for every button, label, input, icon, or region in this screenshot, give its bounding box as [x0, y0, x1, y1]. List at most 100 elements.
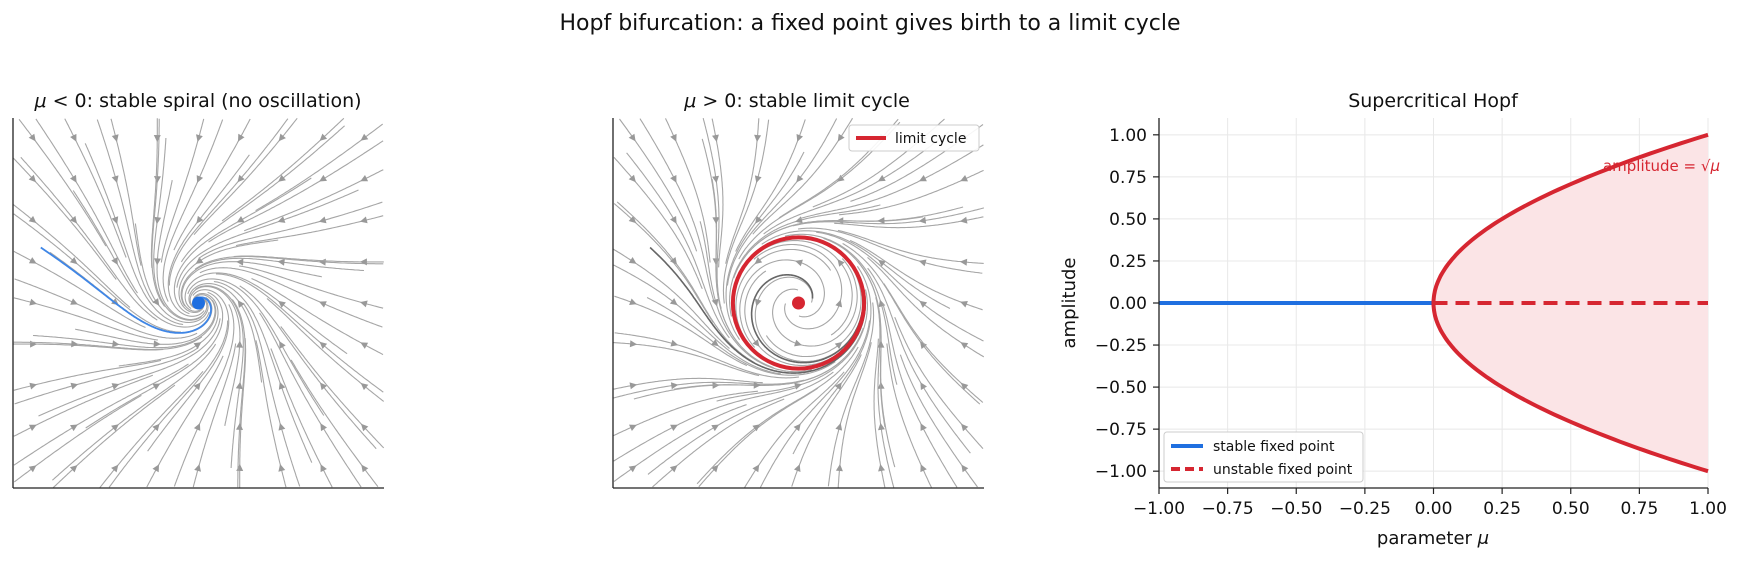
- panel-left: μ < 0: stable spiral (no oscillation): [12, 90, 385, 489]
- middle-stream-arrow: [711, 298, 719, 307]
- y-tick-label: 0.75: [1109, 168, 1147, 188]
- left-stream-arrow: [278, 300, 286, 308]
- y-tick-label: −0.50: [1095, 378, 1147, 398]
- y-tick-label: 0.25: [1109, 252, 1147, 272]
- left-streamline: [52, 384, 176, 489]
- middle-stream-arrow: [670, 175, 677, 183]
- left-stream-arrow: [153, 135, 161, 143]
- left-stream-arrow: [193, 423, 201, 431]
- middle-streamline: [761, 230, 951, 309]
- left-stream-arrow: [28, 215, 37, 223]
- left-stream-arrow: [360, 216, 368, 224]
- middle-streamline: [613, 390, 758, 437]
- middle-stream-arrow: [629, 382, 638, 390]
- middle-stream-arrow: [712, 217, 720, 225]
- left-streamline: [14, 347, 199, 405]
- left-streamline: [198, 201, 383, 259]
- middle-stream-arrow: [628, 215, 637, 224]
- legend-label-limit-cycle: limit cycle: [895, 131, 966, 147]
- figure-suptitle: Hopf bifurcation: a fixed point gives bi…: [560, 11, 1181, 36]
- middle-stream-arrow: [960, 175, 968, 182]
- left-streamline: [242, 302, 301, 487]
- left-streamline: [13, 343, 164, 351]
- left-streamline: [199, 267, 383, 328]
- middle-streamline: [842, 243, 981, 405]
- left-stream-arrow: [278, 174, 286, 182]
- left-stream-arrow: [236, 216, 245, 223]
- left-stream-arrow: [28, 133, 36, 142]
- middle-streamline: [613, 157, 703, 290]
- panel-right: Supercritical Hopf −1.00 −0.75 −0.50 −0.25 0…: [1059, 90, 1727, 549]
- left-stream-arrow: [237, 300, 245, 308]
- middle-stream-arrow: [711, 339, 719, 347]
- middle-streamline: [875, 297, 895, 489]
- middle-streamline: [674, 327, 864, 390]
- middle-stream-arrow: [918, 216, 927, 224]
- middle-streamline: [722, 119, 770, 304]
- middle-streamline: [646, 297, 836, 376]
- middle-stream-arrow: [878, 299, 886, 308]
- y-tick-label: −0.75: [1095, 420, 1147, 440]
- left-streamline: [208, 140, 384, 243]
- left-streamline: [147, 289, 230, 452]
- amplitude-lower-branch: [1431, 303, 1709, 474]
- middle-stream-arrow: [711, 424, 720, 432]
- middle-streamline: [827, 302, 875, 487]
- left-streamline: [13, 336, 203, 351]
- middle-stream-arrow: [960, 301, 968, 308]
- left-streamline: [255, 340, 287, 488]
- right-x-ticks: −1.00 −0.75 −0.50 −0.25 0.00 0.25 0.50 0.75 1.00: [1133, 488, 1727, 519]
- middle-streamline: [763, 131, 950, 235]
- left-streamline: [110, 118, 142, 266]
- middle-stream-arrow: [959, 258, 968, 266]
- panel-left-title: μ < 0: stable spiral (no oscillation): [33, 90, 361, 112]
- left-stream-arrow: [235, 381, 243, 390]
- left-streamline: [239, 338, 247, 488]
- middle-stream-arrow: [919, 300, 928, 308]
- middle-streamline: [725, 151, 805, 341]
- middle-stream-arrow: [794, 382, 802, 390]
- middle-stream-arrow: [752, 339, 760, 347]
- left-streamline: [231, 299, 246, 488]
- middle-streamline: [696, 346, 859, 485]
- left-stream-arrow: [277, 258, 285, 266]
- middle-streamline: [614, 295, 748, 367]
- middle-stream-arrow: [878, 259, 886, 267]
- left-streamline: [162, 119, 224, 302]
- left-streamline: [176, 189, 359, 288]
- left-stream-arrow: [319, 133, 328, 141]
- middle-streamline: [792, 265, 872, 455]
- middle-streamline: [614, 332, 800, 379]
- left-streamline: [192, 343, 237, 488]
- right-y-ticks: −1.00 −0.75 −0.50 −0.25 0.00 0.25 0.50 0.75 1.00: [1095, 126, 1159, 482]
- left-stream-arrow: [111, 424, 119, 432]
- middle-fixed-point: [792, 296, 805, 310]
- middle-streamline: [792, 207, 985, 227]
- middle-streamline: [702, 117, 722, 309]
- middle-streamline: [883, 283, 984, 403]
- left-stream-arrow: [111, 175, 119, 183]
- middle-streamline: [711, 118, 724, 268]
- left-stream-arrow: [319, 301, 327, 308]
- amplitude-annotation: amplitude = √μ: [1603, 157, 1720, 175]
- middle-stream-arrow: [796, 174, 804, 183]
- amplitude-upper-branch: [1431, 132, 1709, 303]
- middle-stream-arrow: [960, 382, 969, 391]
- left-streamline: [13, 363, 189, 466]
- left-streamline: [52, 343, 217, 481]
- left-stream-arrow: [360, 342, 369, 349]
- left-stream-arrow: [194, 464, 201, 472]
- middle-stream-arrow: [878, 422, 885, 431]
- left-stream-arrow: [28, 174, 36, 183]
- left-stream-arrow: [236, 422, 243, 430]
- left-stream-arrow: [360, 175, 369, 182]
- middle-stream-arrow: [960, 342, 969, 349]
- x-tick-label: 0.25: [1483, 499, 1521, 519]
- left-stream-arrow: [70, 382, 79, 390]
- middle-streamline: [886, 343, 932, 488]
- left-stream-arrow: [112, 340, 120, 348]
- middle-streamline: [726, 118, 838, 286]
- middle-streamline: [744, 371, 845, 489]
- left-streamline: [75, 294, 216, 345]
- middle-streamline: [698, 387, 819, 488]
